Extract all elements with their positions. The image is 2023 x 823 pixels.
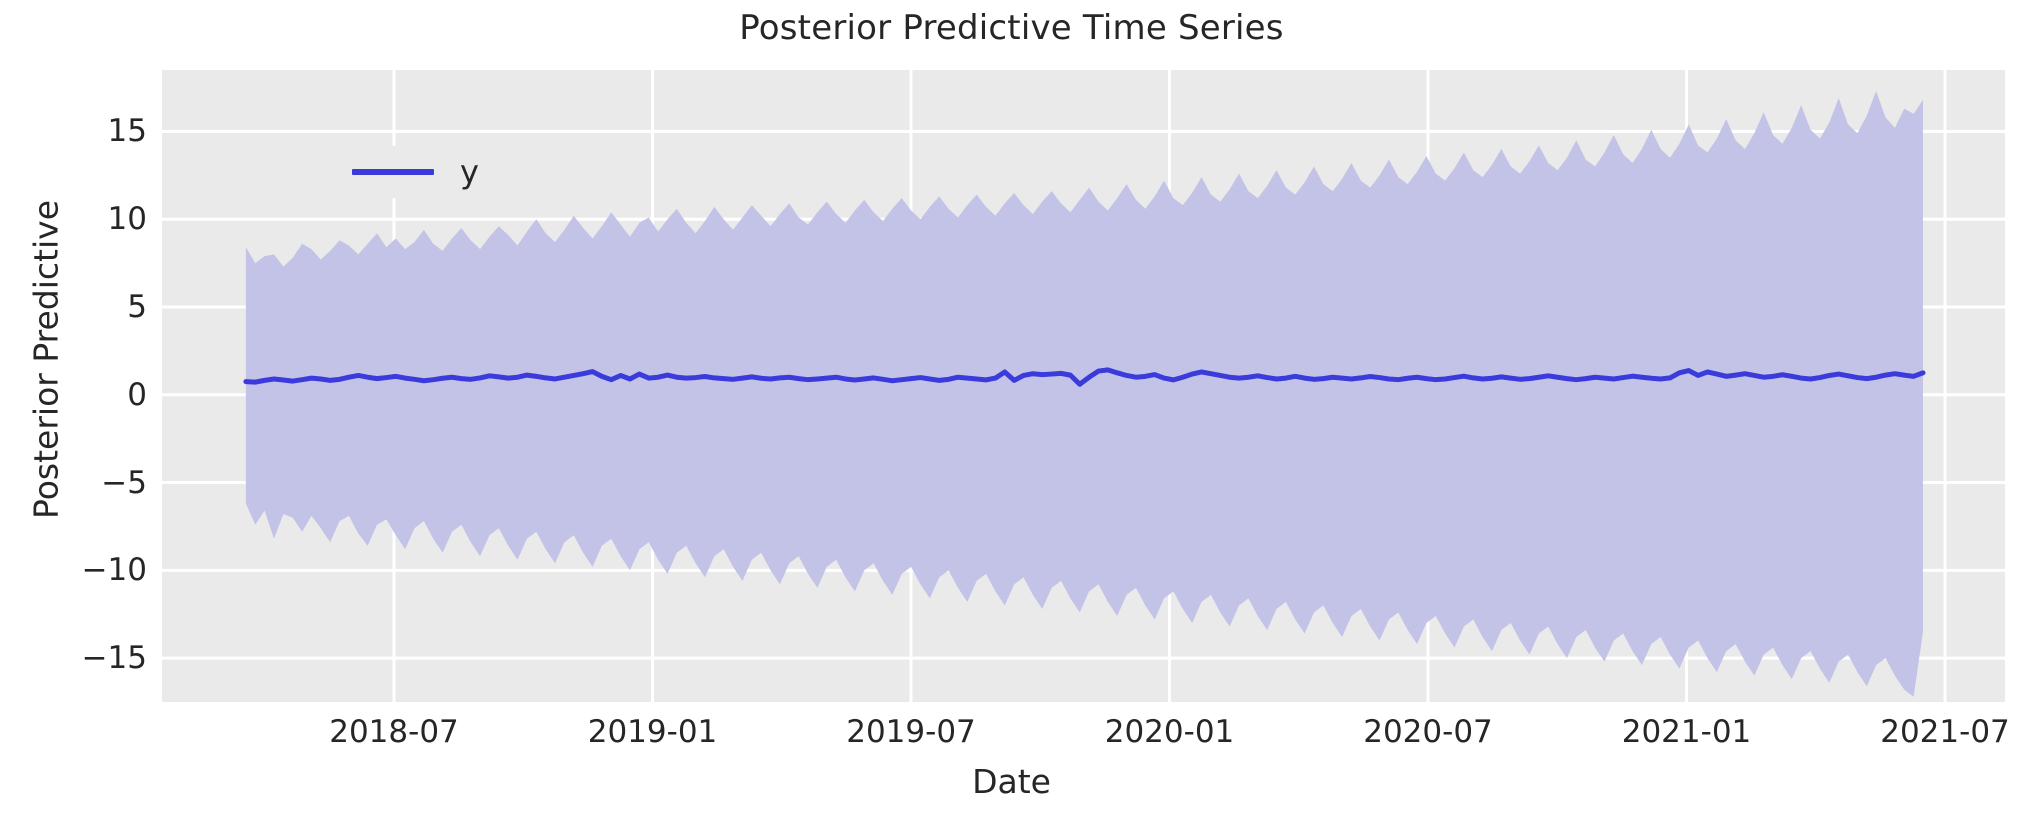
legend[interactable]: y [338,146,499,198]
posterior-predictive-line [243,367,1926,387]
y-tick-label: −10 [81,552,147,589]
x-tick-label: 2020-07 [1363,714,1493,750]
page-title: Posterior Predictive Time Series [739,8,1284,48]
y-tick-label: −15 [81,640,147,677]
x-axis-label: Date [972,762,1051,801]
x-tick-label: 2018-07 [329,714,459,750]
y-tick-label: −5 [101,464,147,501]
x-tick-label: 2019-01 [587,714,718,750]
x-tick-label: 2021-01 [1621,714,1752,750]
y-tick-label: 10 [107,201,147,238]
y-tick-label: 15 [107,113,147,150]
x-tick-label: 2019-07 [846,714,976,750]
legend-line-swatch [352,169,434,175]
y-tick-label: 5 [127,289,147,325]
credible-interval-band [245,91,1923,697]
y-tick-label: 0 [127,376,147,413]
plot-area: y [162,70,2005,702]
x-tick-label: 2021-07 [1880,714,2010,750]
x-tick-label: 2020-01 [1104,714,1235,750]
plot-canvas [162,70,2005,702]
legend-item-label: y [460,153,479,191]
